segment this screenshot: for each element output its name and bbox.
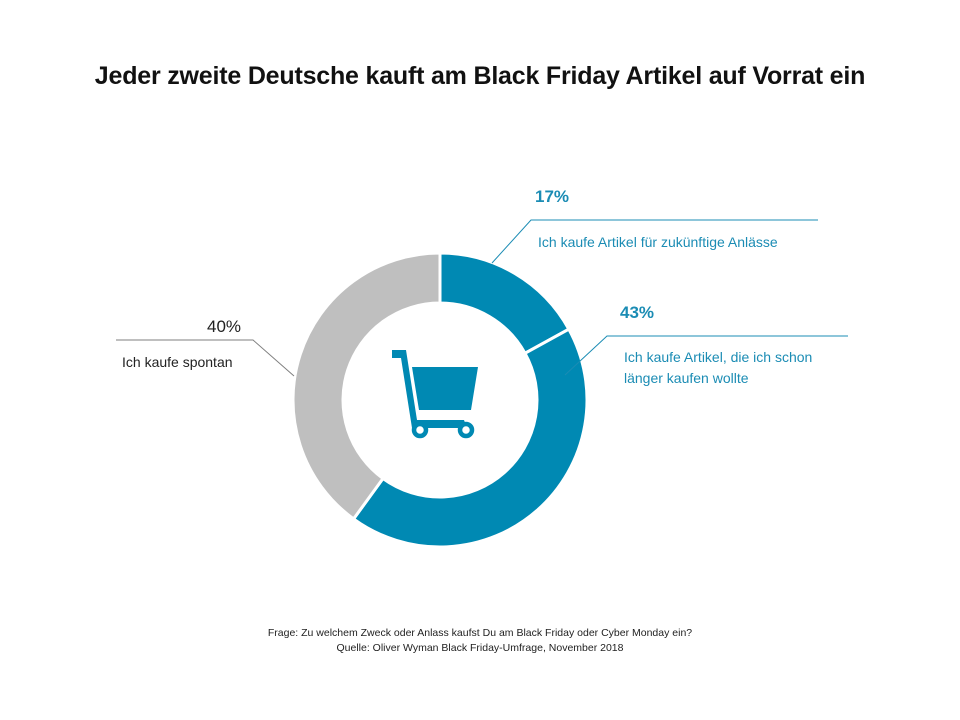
leader-line-laenger [564,335,848,376]
slice-value-zukuenftige: 17% [535,187,570,206]
leader-line-zukuenftige [491,219,818,264]
shopping-cart-icon [392,350,478,439]
footer-question: Frage: Zu welchem Zweck oder Anlass kauf… [267,627,693,639]
slice-label-laenger-line1: Ich kaufe Artikel, die ich schon [624,349,813,365]
slice-laenger [351,327,589,549]
slice-label-spontan: Ich kaufe spontan [122,354,233,370]
slice-label-laenger-line2: länger kaufen wollte [624,370,749,386]
slice-label-zukuenftige: Ich kaufe Artikel für zukünftige Anlässe [538,234,778,250]
footer: Frage: Zu welchem Zweck oder Anlass kauf… [0,626,960,656]
footer-source: Quelle: Oliver Wyman Black Friday-Umfrag… [336,642,624,654]
slice-spontan [291,251,442,522]
donut-slices [291,251,589,549]
slice-value-spontan: 40% [207,317,242,336]
leader-line-spontan [116,339,295,377]
slice-value-laenger: 43% [620,303,655,322]
chart-title: Jeder zweite Deutsche kauft am Black Fri… [94,62,866,90]
